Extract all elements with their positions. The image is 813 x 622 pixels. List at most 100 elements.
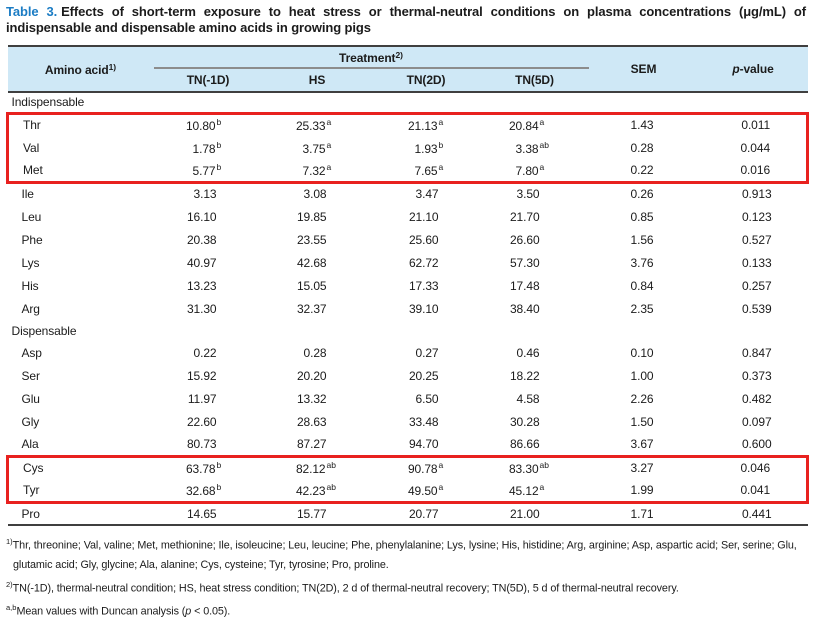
value-cell: 32.68b [153, 479, 263, 504]
value-cell: 1.99 [588, 479, 699, 504]
cell-value: 0.123 [741, 209, 772, 224]
cell-value: 0.527 [741, 232, 772, 247]
footnote-marker: 2) [395, 49, 404, 60]
cell-value: 32.37 [296, 301, 327, 316]
header-sem: SEM [630, 62, 657, 76]
cell-value: 20.25 [408, 368, 439, 383]
value-cell: 0.041 [698, 479, 810, 504]
value-cell: 0.913 [699, 182, 808, 205]
cell-value: 38.40 [509, 301, 540, 316]
value-cell: 3.13 [154, 182, 263, 205]
value-cell: 45.12a [480, 479, 589, 504]
table-row: Thr 10.80b 25.33a 21.13a 20.84a 1.43 0.011 [6, 111, 810, 136]
cell-value: 0.097 [741, 414, 772, 429]
cell-value: 90.78 [407, 462, 438, 477]
value-cell: 62.72 [372, 251, 481, 274]
cell-value: 0.27 [415, 345, 439, 360]
value-cell: 15.77 [263, 502, 372, 525]
value-cell: 33.48 [372, 410, 481, 433]
footnotes: 1)Thr, threonine; Val, valine; Met, meth… [6, 532, 806, 622]
value-cell: 3.27 [588, 454, 699, 479]
cell-value: 17.48 [509, 278, 540, 293]
value-cell: 22.60 [154, 410, 263, 433]
cell-value: 18.22 [509, 368, 540, 383]
value-cell: 16.10 [154, 205, 263, 228]
value-cell: 20.20 [263, 364, 372, 387]
amino-acid-cell: Met [6, 159, 154, 184]
value-cell: 25.33a [262, 111, 372, 136]
cell-value: 0.539 [741, 301, 772, 316]
cell-value: 10.80 [185, 119, 216, 134]
value-cell: 26.60 [481, 228, 589, 251]
value-cell: 1.56 [589, 228, 699, 251]
cell-value: 17.33 [408, 278, 439, 293]
footnote-marker: 1) [108, 61, 117, 72]
value-cell: 7.32a [262, 159, 372, 184]
amino-acid-cell: Gly [21, 414, 40, 429]
cell-value: 0.257 [741, 278, 772, 293]
value-cell: 21.00 [481, 502, 589, 525]
value-cell: 7.65a [371, 159, 481, 184]
cell-value: 4.58 [516, 391, 540, 406]
value-cell: 63.78b [153, 454, 263, 479]
cell-value: 14.65 [186, 506, 217, 521]
cell-value: 28.63 [296, 414, 327, 429]
table-row: Arg 31.30 32.37 39.10 38.40 2.35 0.539 [8, 297, 808, 320]
value-cell: 0.441 [699, 502, 808, 525]
cell-value: 0.10 [630, 345, 654, 360]
value-cell: 3.50 [481, 182, 589, 205]
value-cell: 0.28 [263, 341, 372, 364]
cell-value: 16.10 [186, 209, 217, 224]
amino-acid-cell: Tyr [6, 479, 154, 504]
table-row: Gly 22.60 28.63 33.48 30.28 1.50 0.097 [8, 410, 808, 433]
cell-value: 0.28 [303, 345, 327, 360]
amino-acid-cell: His [21, 278, 39, 293]
value-cell: 4.58 [481, 387, 589, 410]
value-cell: 3.76 [589, 251, 699, 274]
value-cell: 6.50 [372, 387, 481, 410]
cell-value: 3.13 [193, 187, 217, 202]
value-cell: 1.50 [589, 410, 699, 433]
cell-value: 0.373 [741, 368, 772, 383]
value-cell: 82.12ab [262, 454, 372, 479]
cell-value: 3.38 [515, 141, 539, 156]
value-cell: 0.85 [589, 205, 699, 228]
cell-value: 5.77 [192, 163, 216, 178]
cell-value: 3.75 [302, 141, 326, 156]
value-cell: 2.26 [589, 387, 699, 410]
value-cell: 40.97 [154, 251, 263, 274]
cell-value: 45.12 [508, 483, 539, 498]
cell-value: 31.30 [186, 301, 217, 316]
value-cell: 20.25 [372, 364, 481, 387]
cell-value: 30.28 [509, 414, 540, 429]
cell-value: 0.28 [630, 140, 654, 155]
cell-value: 42.68 [296, 255, 327, 270]
cell-value: 3.08 [303, 187, 327, 202]
cell-value: 0.85 [630, 209, 654, 224]
section-label: Indispensable [11, 95, 85, 110]
cell-value: 0.441 [741, 506, 772, 521]
cell-value: 3.47 [415, 187, 439, 202]
cell-value: 7.80 [515, 163, 539, 178]
value-cell: 0.482 [699, 387, 808, 410]
cell-value: 1.71 [630, 506, 654, 521]
value-cell: 10.80b [153, 111, 263, 136]
value-cell: 0.22 [154, 341, 263, 364]
value-cell: 19.85 [263, 205, 372, 228]
cell-value: 0.600 [741, 436, 772, 451]
cell-value: 22.60 [186, 414, 217, 429]
cell-value: 23.55 [296, 232, 327, 247]
cell-value: 21.00 [509, 506, 540, 521]
table-row: Leu 16.10 19.85 21.10 21.70 0.85 0.123 [8, 205, 808, 228]
cell-value: 0.133 [741, 255, 772, 270]
value-cell: 0.123 [699, 205, 808, 228]
header-treatment: Treatment2) [153, 46, 589, 69]
table-row: His 13.23 15.05 17.33 17.48 0.84 0.257 [8, 274, 808, 297]
cell-value: 1.78 [192, 141, 216, 156]
value-cell: 0.044 [698, 136, 810, 159]
amino-acid-cell: Ser [21, 368, 40, 383]
header-hs: HS [308, 73, 326, 87]
value-cell: 86.66 [481, 433, 589, 456]
value-cell: 83.30ab [480, 454, 589, 479]
